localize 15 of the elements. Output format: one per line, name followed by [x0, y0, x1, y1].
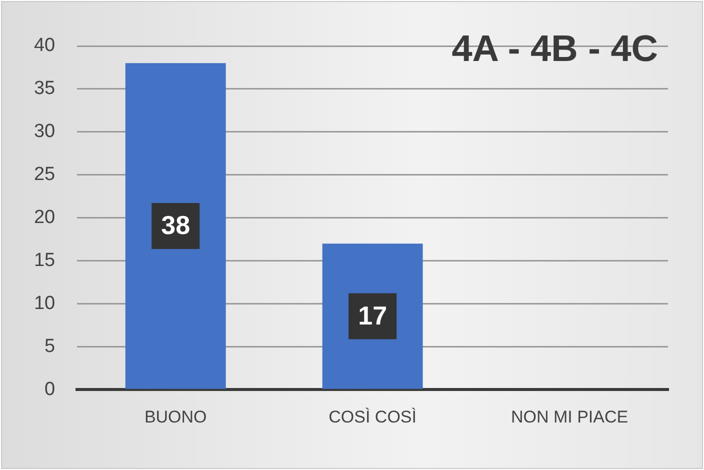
y-tick-label: 25 [34, 164, 56, 186]
y-tick-label: 40 [34, 35, 56, 56]
y-tick-label: 15 [34, 250, 56, 271]
y-tick-label: 30 [34, 121, 56, 142]
x-tick-label: NON MI PIACE [510, 407, 628, 426]
data-label: 38 [161, 210, 190, 240]
y-tick-label: 5 [44, 336, 56, 357]
y-tick-label: 10 [34, 292, 56, 314]
data-label: 17 [358, 300, 388, 330]
x-tick-label: BUONO [144, 407, 207, 426]
x-tick-label: COSÌ COSÌ [328, 407, 416, 426]
chart-title: 4A - 4B - 4C [452, 28, 658, 70]
y-tick-label: 0 [44, 378, 56, 400]
y-tick-label: 35 [34, 78, 56, 100]
y-tick-label: 20 [34, 207, 56, 228]
